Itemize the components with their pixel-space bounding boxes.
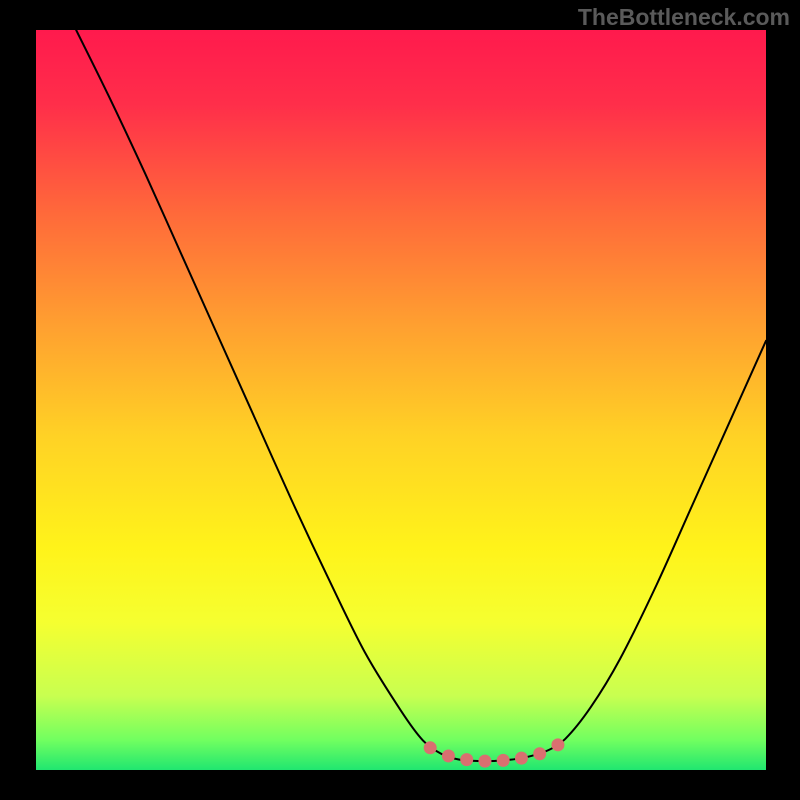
bottleneck-chart: [36, 30, 766, 770]
marker-point: [442, 749, 455, 762]
chart-container: [36, 30, 766, 770]
watermark-text: TheBottleneck.com: [578, 4, 790, 31]
gradient-background: [36, 30, 766, 770]
marker-point: [478, 755, 491, 768]
marker-point: [497, 754, 510, 767]
marker-point: [424, 741, 437, 754]
marker-point: [533, 747, 546, 760]
marker-point: [460, 753, 473, 766]
marker-point: [515, 752, 528, 765]
marker-point: [551, 738, 564, 751]
